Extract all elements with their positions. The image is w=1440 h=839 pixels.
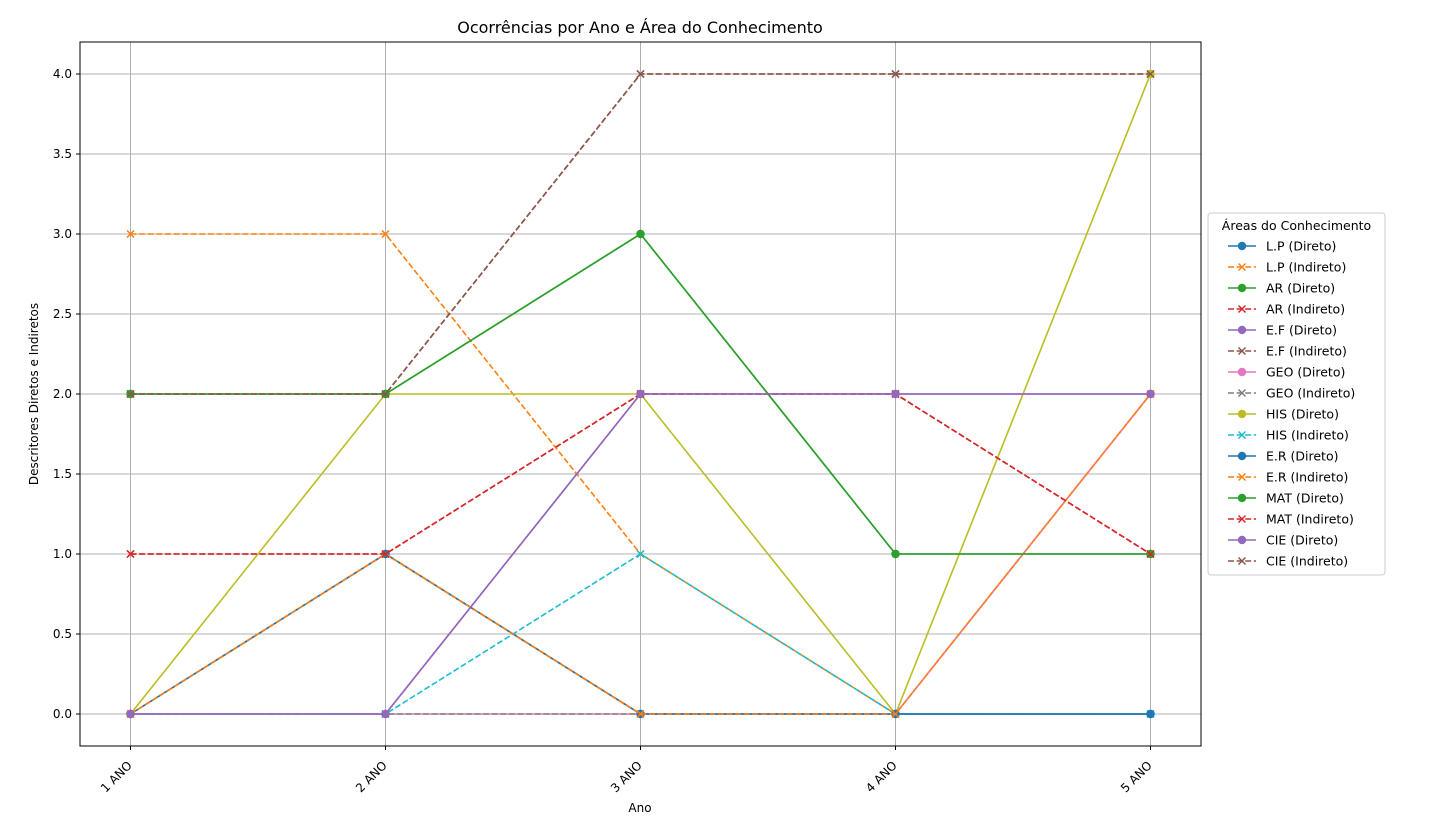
y-tick-label: 1.5: [53, 467, 72, 481]
series-cie-direto: [126, 389, 1155, 719]
data-point-l-p-indireto: [381, 229, 390, 239]
data-point-cie-indireto: [636, 69, 645, 79]
legend-label: HIS (Indireto): [1266, 428, 1349, 443]
legend-marker: [1237, 304, 1247, 314]
y-tick-label: 0.5: [53, 627, 72, 641]
y-tick-label: 1.0: [53, 547, 72, 561]
legend-label: E.R (Indireto): [1266, 470, 1348, 485]
chart-title: Ocorrências por Ano e Área do Conhecimen…: [457, 18, 823, 37]
data-point-mat-direto: [636, 229, 645, 239]
y-tick-label: 2.5: [53, 307, 72, 321]
legend-label: AR (Indireto): [1266, 302, 1345, 317]
data-point-e-r-direto: [1146, 709, 1155, 719]
legend-item-his-indireto: HIS (Indireto): [1228, 428, 1349, 443]
legend-label: HIS (Direto): [1266, 407, 1339, 422]
data-point-cie-indireto: [891, 69, 900, 79]
series-layer: [126, 69, 1155, 719]
legend-label: L.P (Indireto): [1266, 260, 1346, 275]
legend-item-l-p-direto: L.P (Direto): [1228, 239, 1336, 254]
legend-title: Áreas do Conhecimento: [1222, 218, 1371, 233]
legend-item-cie-indireto: CIE (Indireto): [1228, 554, 1348, 569]
data-point-l-p-indireto: [126, 229, 135, 239]
legend-marker: [1237, 367, 1247, 377]
y-tick-label: 0.0: [53, 707, 72, 721]
data-point-mat-indireto: [126, 549, 135, 559]
legend-item-l-p-indireto: L.P (Indireto): [1228, 260, 1346, 275]
data-point-cie-direto: [636, 389, 645, 399]
legend-marker: [1237, 241, 1247, 251]
legend-marker: [1237, 514, 1247, 524]
legend-marker: [1237, 346, 1247, 356]
y-tick-label: 3.5: [53, 147, 72, 161]
series-cie-indireto: [126, 69, 1155, 399]
legend-marker: [1237, 472, 1247, 482]
y-axis-label: Descritores Diretos e Indiretos: [27, 303, 41, 485]
legend-marker: [1237, 535, 1247, 545]
legend-marker: [1237, 451, 1247, 461]
legend-label: MAT (Direto): [1266, 491, 1344, 506]
legend-marker: [1237, 409, 1247, 419]
legend-marker: [1237, 325, 1247, 335]
legend-item-mat-direto: MAT (Direto): [1228, 491, 1344, 506]
data-point-cie-indireto: [126, 389, 135, 399]
legend-label: CIE (Direto): [1266, 533, 1338, 548]
data-point-mat-direto: [891, 549, 900, 559]
legend-label: GEO (Indireto): [1266, 386, 1355, 401]
y-tick-label: 2.0: [53, 387, 72, 401]
legend-marker: [1237, 493, 1247, 503]
legend-label: E.R (Direto): [1266, 449, 1339, 464]
legend-item-his-direto: HIS (Direto): [1228, 407, 1339, 422]
legend-item-cie-direto: CIE (Direto): [1228, 533, 1338, 548]
data-point-e-r-indireto: [636, 709, 645, 719]
y-tick-label: 4.0: [53, 67, 72, 81]
legend-label: AR (Direto): [1266, 281, 1335, 296]
data-point-cie-direto: [891, 389, 900, 399]
data-point-his-indireto: [636, 549, 645, 559]
legend-label: L.P (Direto): [1266, 239, 1336, 254]
data-point-e-r-indireto: [891, 709, 900, 719]
data-point-cie-direto: [126, 709, 135, 719]
legend-marker: [1237, 262, 1247, 272]
data-point-mat-indireto: [381, 549, 390, 559]
data-point-cie-direto: [381, 709, 390, 719]
data-point-mat-indireto: [1146, 549, 1155, 559]
legend-item-e-f-direto: E.F (Direto): [1228, 323, 1337, 338]
legend-marker: [1237, 283, 1247, 293]
legend-marker: [1237, 556, 1247, 566]
legend-item-ar-direto: AR (Direto): [1228, 281, 1335, 296]
legend-item-ar-indireto: AR (Indireto): [1228, 302, 1345, 317]
legend: Áreas do Conhecimento L.P (Direto) L.P (In…: [1207, 212, 1386, 576]
data-point-cie-indireto: [1146, 69, 1155, 79]
legend-box: [1207, 212, 1386, 576]
legend-label: MAT (Indireto): [1266, 512, 1354, 527]
legend-label: GEO (Direto): [1266, 365, 1345, 380]
legend-item-mat-indireto: MAT (Indireto): [1228, 512, 1354, 527]
data-point-cie-indireto: [381, 389, 390, 399]
legend-label: E.F (Direto): [1266, 323, 1337, 338]
legend-item-geo-direto: GEO (Direto): [1228, 365, 1345, 380]
legend-item-geo-indireto: GEO (Indireto): [1228, 386, 1355, 401]
legend-item-e-r-direto: E.R (Direto): [1228, 449, 1339, 464]
legend-item-e-f-indireto: E.F (Indireto): [1228, 344, 1347, 359]
legend-item-e-r-indireto: E.R (Indireto): [1228, 470, 1348, 485]
legend-marker: [1237, 388, 1247, 398]
legend-label: E.F (Indireto): [1266, 344, 1347, 359]
legend-label: CIE (Indireto): [1266, 554, 1348, 569]
legend-marker: [1237, 430, 1247, 440]
y-tick-label: 3.0: [53, 227, 72, 241]
x-axis-label: Ano: [628, 801, 651, 815]
data-point-cie-direto: [1146, 389, 1155, 399]
